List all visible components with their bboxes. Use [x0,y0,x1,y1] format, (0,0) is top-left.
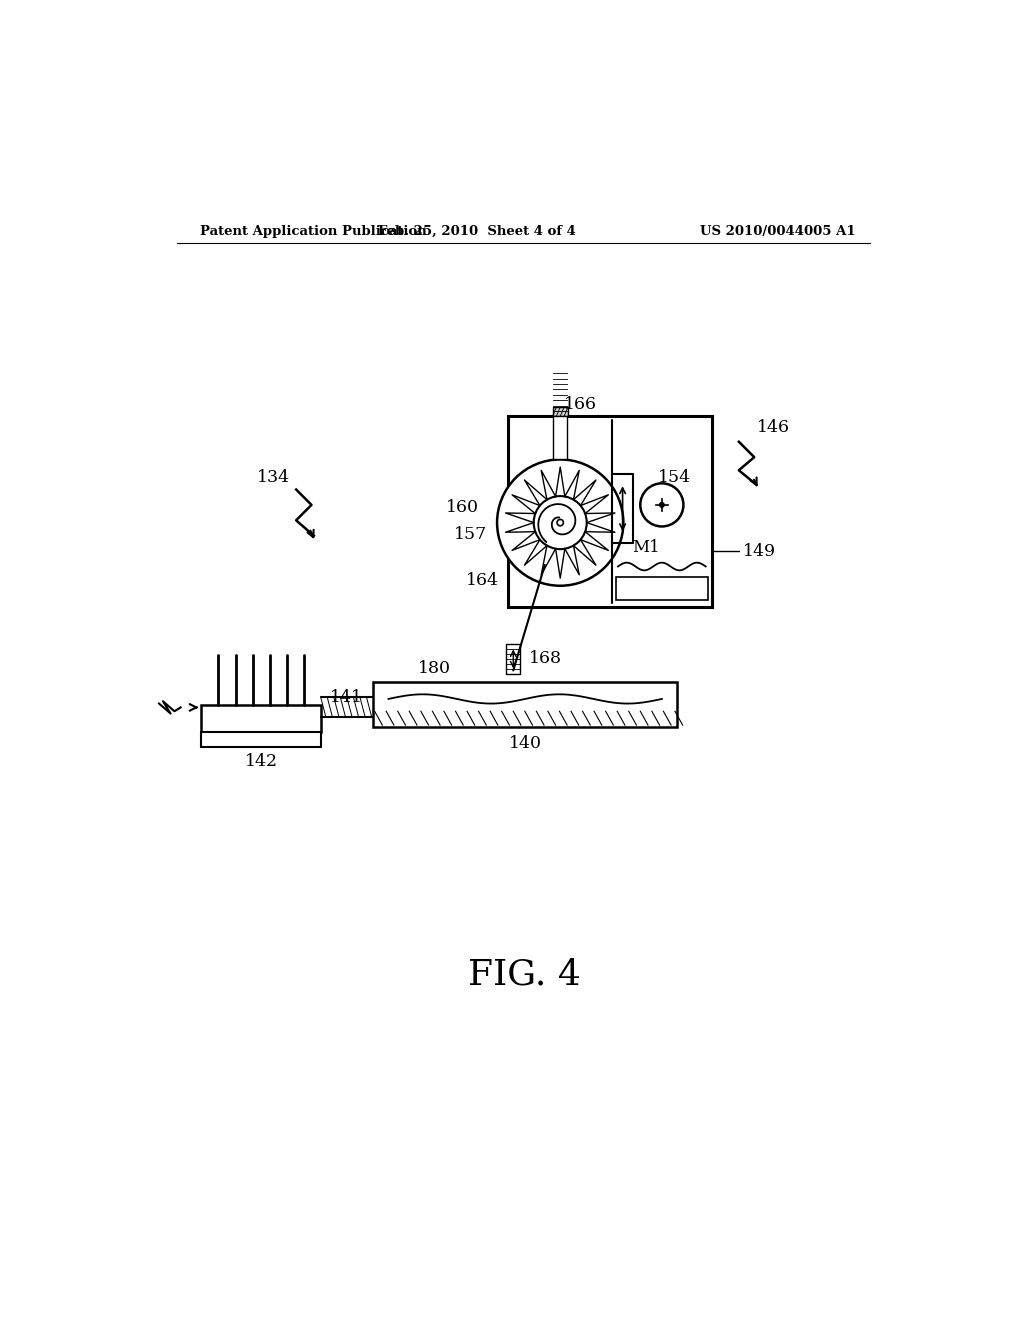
Text: FIG. 4: FIG. 4 [468,957,582,991]
Bar [202,705,321,733]
Text: Patent Application Publication: Patent Application Publication [200,224,427,238]
Bar [615,577,708,599]
Bar [553,407,568,416]
Circle shape [510,668,516,673]
Text: 164: 164 [466,572,499,589]
Text: 180: 180 [418,660,452,677]
Bar [506,644,520,675]
Text: 168: 168 [529,651,562,668]
Text: 142: 142 [245,752,278,770]
Text: 154: 154 [658,470,691,487]
Text: M1: M1 [633,539,660,556]
Circle shape [659,503,665,507]
Bar [553,416,567,459]
Text: 166: 166 [564,396,597,413]
Bar [373,682,677,726]
Text: 157: 157 [454,525,487,543]
Text: 140: 140 [509,735,542,752]
Bar [508,416,712,607]
Text: 146: 146 [757,420,790,437]
Circle shape [497,459,624,586]
Text: 160: 160 [446,499,479,516]
Circle shape [640,483,683,527]
Bar [202,733,321,747]
Circle shape [557,520,563,525]
Text: 141: 141 [330,689,362,706]
Text: 149: 149 [742,543,776,560]
Text: 134: 134 [256,470,290,487]
Text: Feb. 25, 2010  Sheet 4 of 4: Feb. 25, 2010 Sheet 4 of 4 [378,224,575,238]
Circle shape [534,496,587,549]
Text: US 2010/0044005 A1: US 2010/0044005 A1 [699,224,855,238]
